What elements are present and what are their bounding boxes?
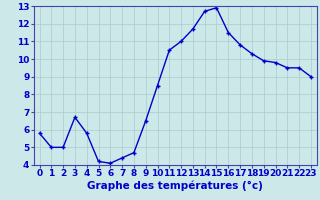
X-axis label: Graphe des températures (°c): Graphe des températures (°c) [87,181,263,191]
